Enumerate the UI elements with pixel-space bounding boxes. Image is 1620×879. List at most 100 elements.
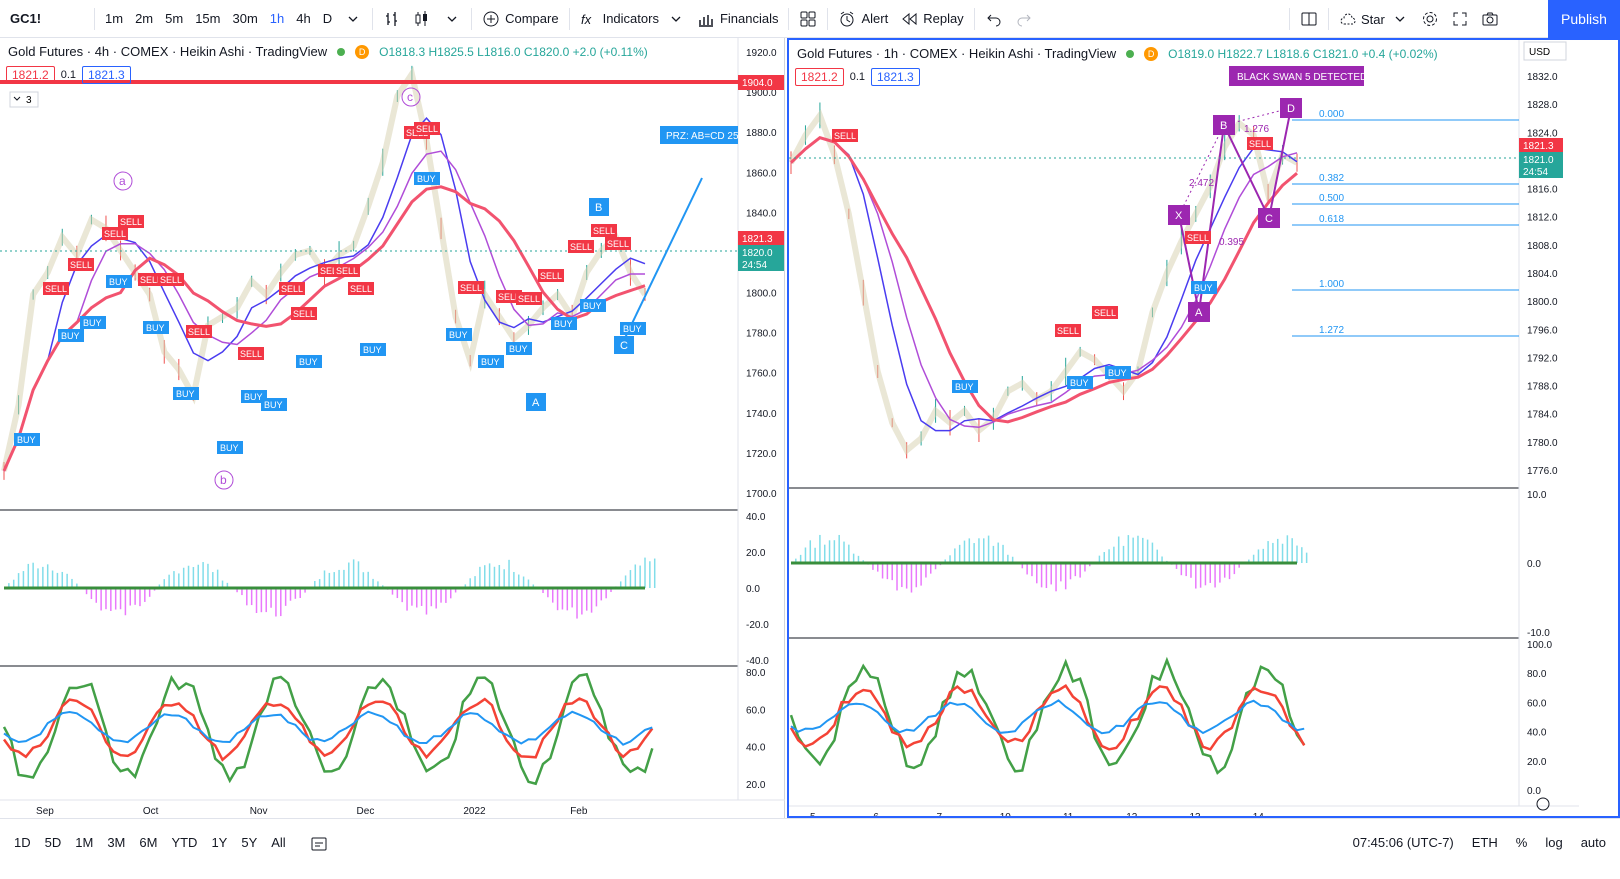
wave-label: c bbox=[407, 90, 413, 104]
auto-toggle[interactable]: auto bbox=[1580, 835, 1606, 850]
interval-1m[interactable]: 1m bbox=[105, 11, 124, 26]
buy-signal bbox=[296, 355, 322, 368]
time-tick: Oct bbox=[143, 806, 159, 817]
financials-button[interactable]: Financials bbox=[691, 0, 785, 38]
range-ytd[interactable]: YTD bbox=[171, 835, 198, 850]
bar-style-icon[interactable] bbox=[377, 0, 407, 38]
alarm-clock-icon bbox=[840, 11, 854, 26]
sell-signal-label: SELL bbox=[593, 226, 615, 236]
ask-price[interactable]: 1821.3 bbox=[871, 68, 920, 86]
symbol-search[interactable]: GC1! bbox=[10, 11, 42, 26]
range-1d[interactable]: 1D bbox=[14, 835, 31, 850]
date-range-group: 1D 5D 1M 3M 6M YTD 1Y 5Y All bbox=[14, 835, 328, 853]
buy-signal-label: BUY bbox=[17, 435, 36, 445]
sell-signal-label: SELL bbox=[70, 260, 92, 270]
interval-30m[interactable]: 30m bbox=[232, 11, 258, 26]
publish-button[interactable]: Publish bbox=[1548, 0, 1620, 38]
moving-average-mid bbox=[3, 150, 645, 472]
bid-price[interactable]: 1821.2 bbox=[795, 68, 844, 86]
templates-button[interactable] bbox=[793, 0, 823, 38]
candle-style-icon[interactable] bbox=[407, 0, 437, 38]
sell-signal bbox=[118, 215, 144, 228]
session-toggle[interactable]: ETH bbox=[1471, 835, 1498, 850]
bid-price[interactable]: 1821.2 bbox=[6, 66, 55, 84]
chevron-down-icon bbox=[1395, 16, 1405, 22]
interval-dropdown-icon[interactable] bbox=[338, 0, 368, 38]
sell-signal bbox=[1185, 231, 1211, 244]
interval-15m[interactable]: 15m bbox=[195, 11, 221, 26]
buy-signal bbox=[360, 343, 386, 356]
layout-button[interactable] bbox=[1294, 0, 1324, 38]
range-5d[interactable]: 5D bbox=[44, 835, 62, 850]
star-button[interactable]: Star bbox=[1333, 0, 1415, 38]
sell-signal-label: SELL bbox=[336, 266, 358, 276]
fullscreen-button[interactable] bbox=[1445, 0, 1475, 38]
interval-5m[interactable]: 5m bbox=[165, 11, 184, 26]
moving-average-fast bbox=[790, 136, 1298, 432]
goto-date-icon[interactable] bbox=[310, 835, 328, 853]
chevron-down-icon bbox=[13, 96, 21, 101]
osc-tick: 60.0 bbox=[1527, 698, 1547, 709]
harmonic-point-label: A bbox=[1195, 307, 1203, 319]
buy-signal-label: BUY bbox=[109, 277, 128, 287]
interval-d[interactable]: D bbox=[322, 11, 333, 26]
range-1m[interactable]: 1M bbox=[75, 835, 94, 850]
price-tick: 1760.0 bbox=[746, 369, 777, 380]
divider bbox=[372, 7, 374, 30]
sell-signal bbox=[1092, 306, 1118, 319]
rsi-line bbox=[789, 683, 1306, 751]
interval-1h[interactable]: 1h bbox=[269, 11, 285, 26]
chart-settings-gear-icon[interactable] bbox=[1536, 797, 1550, 811]
harmonic-point bbox=[1280, 98, 1302, 118]
range-all[interactable]: All bbox=[271, 835, 286, 850]
buy-signal bbox=[414, 172, 440, 185]
clock-timezone[interactable]: 07:45:06 (UTC-7) bbox=[1352, 835, 1454, 850]
percent-toggle[interactable]: % bbox=[1515, 835, 1528, 850]
right-chart-pane[interactable]: 1832.01828.01824.01820.01816.01812.01808… bbox=[787, 38, 1620, 818]
left-chart-pane[interactable]: 1920.0 1900.0 1880.0 1860.0 1840.0 1820.0 1800… bbox=[0, 38, 785, 818]
bar-chart-icon bbox=[698, 14, 713, 27]
interval-4h[interactable]: 4h bbox=[296, 11, 311, 26]
star-label: Star bbox=[1361, 11, 1385, 27]
topbar-right-group: Star bbox=[1285, 0, 1505, 38]
right-chart-canvas[interactable]: 1832.01828.01824.01820.01816.01812.01808… bbox=[789, 40, 1618, 816]
compare-button[interactable]: Compare bbox=[476, 0, 564, 38]
spread-value: 0.1 bbox=[849, 71, 865, 83]
harmonic-point bbox=[1213, 115, 1235, 135]
replay-button[interactable]: Replay bbox=[894, 0, 969, 38]
range-5y[interactable]: 5Y bbox=[241, 835, 258, 850]
snapshot-button[interactable] bbox=[1475, 0, 1505, 38]
moving-average-mid bbox=[790, 136, 1298, 429]
sell-signal-label: SELL bbox=[460, 283, 482, 293]
left-chart-canvas[interactable]: 1920.0 1900.0 1880.0 1860.0 1840.0 1820.0 1800… bbox=[0, 38, 785, 818]
time-tick: Nov bbox=[250, 806, 268, 817]
interval-2m[interactable]: 2m bbox=[135, 11, 154, 26]
settings-button[interactable] bbox=[1415, 0, 1445, 38]
redo-button[interactable] bbox=[1009, 0, 1039, 38]
buy-signal bbox=[1191, 281, 1217, 294]
fullscreen-icon bbox=[1453, 12, 1467, 26]
sell-signal-label: SELL bbox=[281, 284, 303, 294]
undo-button[interactable] bbox=[979, 0, 1009, 38]
divider bbox=[471, 7, 473, 30]
log-toggle[interactable]: log bbox=[1545, 835, 1563, 850]
black-swan-label: BLACK SWAN 5 DETECTED bbox=[1237, 72, 1367, 83]
indicators-button[interactable]: fx Indicators bbox=[574, 0, 691, 38]
range-1y[interactable]: 1Y bbox=[211, 835, 228, 850]
range-6m[interactable]: 6M bbox=[139, 835, 158, 850]
sell-signal-label: SELL bbox=[293, 309, 315, 319]
ask-price[interactable]: 1821.3 bbox=[82, 66, 131, 84]
left-chart-title[interactable]: Gold Futures · 4h · COMEX · Heikin Ashi … bbox=[8, 44, 328, 59]
price-tick: 1816.0 bbox=[1527, 185, 1558, 196]
chart-type-dropdown-icon[interactable] bbox=[437, 0, 467, 38]
range-3m[interactable]: 3M bbox=[107, 835, 126, 850]
sell-signal-label: SELL bbox=[140, 275, 162, 285]
bottom-right-group: 07:45:06 (UTC-7) ETH % log auto bbox=[1353, 835, 1606, 850]
right-chart-title[interactable]: Gold Futures · 1h · COMEX · Heikin Ashi … bbox=[797, 46, 1117, 61]
buy-signal-label: BUY bbox=[61, 331, 80, 341]
pattern-point-label: B bbox=[595, 202, 602, 214]
delayed-badge: D bbox=[1144, 46, 1159, 61]
alert-button[interactable]: Alert bbox=[832, 0, 894, 38]
harmonic-ratio-label: 0.395 bbox=[1219, 237, 1244, 248]
sell-signal-label: SELL bbox=[834, 131, 856, 141]
